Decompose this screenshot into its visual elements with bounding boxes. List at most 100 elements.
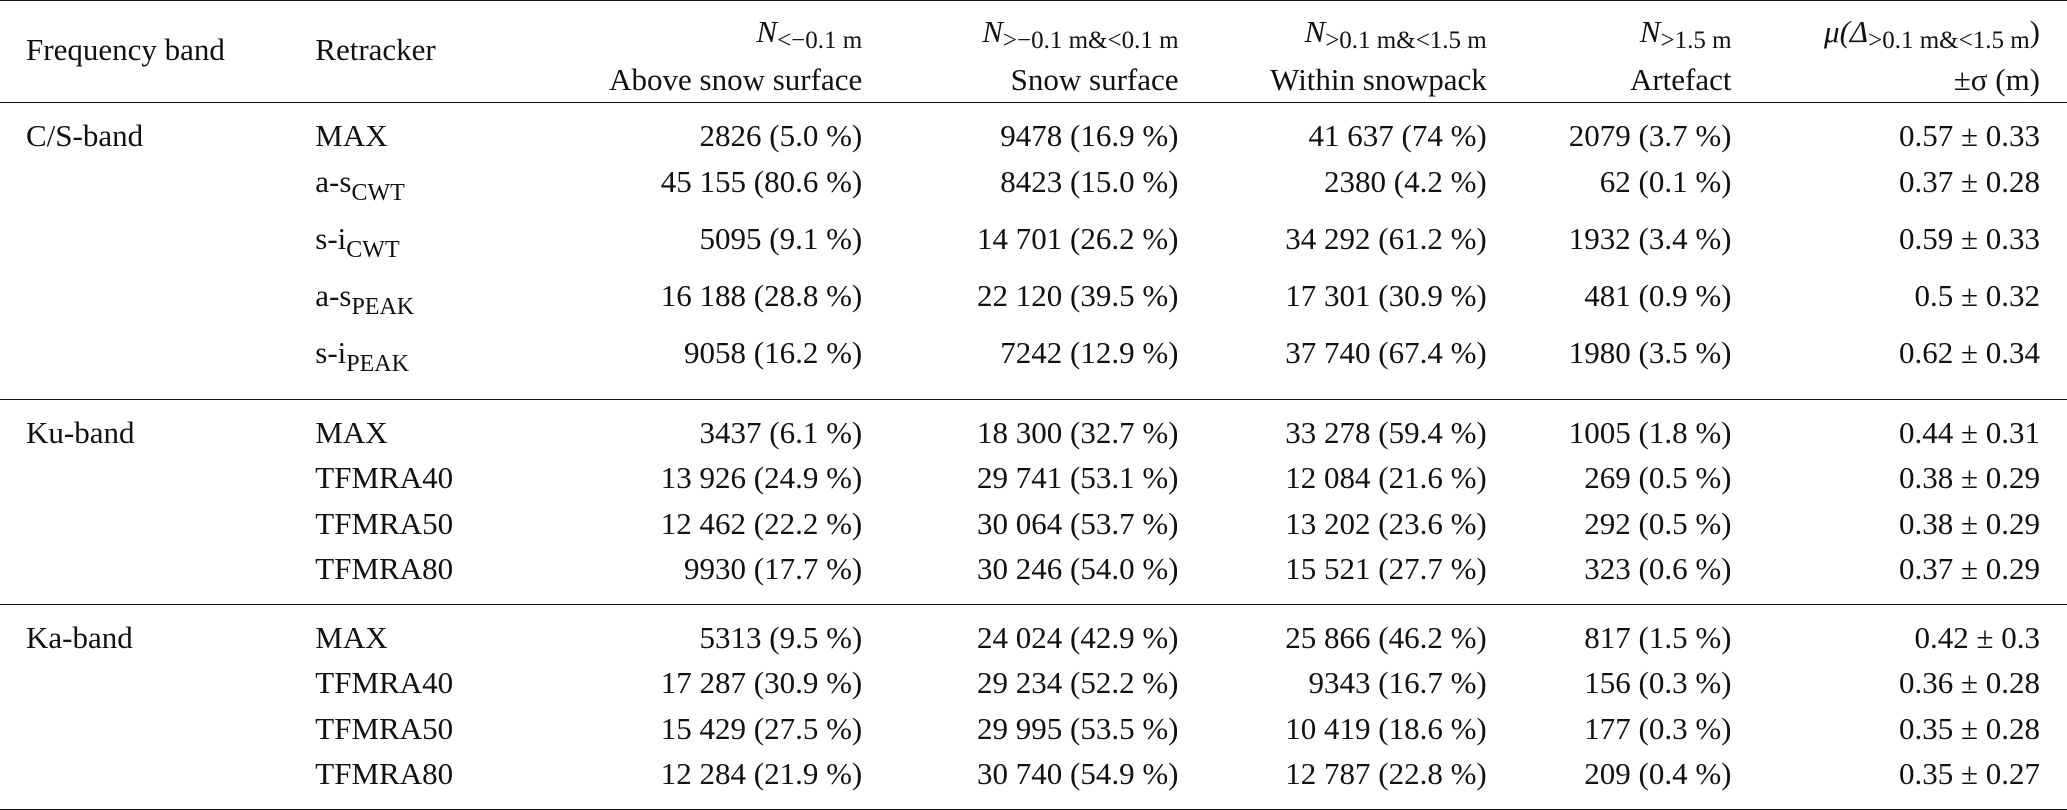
value-cell-c6: 1932 (3.4 %) <box>1568 220 1732 256</box>
value-cell-c3: 17 287 (30.9 %) <box>660 665 863 700</box>
value-cell-c4: 29 995 (53.5 %) <box>977 710 1179 746</box>
header-within-snowpack-math: N>0.1 m&<1.5 m <box>1179 9 1487 63</box>
value-cell-c5: 13 202 (23.6 %) <box>1285 505 1487 541</box>
value-cell-c5: 25 866 (46.2 %) <box>1285 619 1487 655</box>
value-cell-c6: 481 (0.9 %) <box>1584 277 1732 313</box>
value-cell-c7: 0.35 ± 0.28 <box>1898 710 2040 746</box>
value-cell-c5: 33 278 (59.4 %) <box>1285 414 1487 450</box>
value-cell-c4: 7242 (12.9 %) <box>1000 334 1179 370</box>
header-frequency-band: Frequency band <box>26 32 225 67</box>
retracker-name: a-s <box>315 277 352 313</box>
value-cell-c7: 0.57 ± 0.33 <box>1898 118 2040 153</box>
retracker-name: TFMRA40 <box>315 460 454 495</box>
table-row: s-iPEAK 9058 (16.2 %) 7242 (12.9 %) 37 740 … <box>0 330 2067 400</box>
value-cell-c6: 1980 (3.5 %) <box>1568 334 1732 370</box>
header-mean-delta-label: ±σ (m) <box>1953 62 2040 97</box>
header-artefact-label: Artefact <box>1629 62 1732 97</box>
retracker-cell: MAX <box>315 399 530 455</box>
value-cell-c6: 817 (1.5 %) <box>1584 619 1732 655</box>
value-cell-c4: 30 246 (54.0 %) <box>977 551 1179 586</box>
retracker-name: MAX <box>315 414 388 450</box>
table-row: TFMRA80 9930 (17.7 %) 30 246 (54.0 %) 15 52… <box>0 546 2067 604</box>
retracker-name: MAX <box>315 118 388 153</box>
value-cell-c3: 9930 (17.7 %) <box>684 551 863 586</box>
table-row: C/S-band MAX 2826 (5.0 %) 9478 (16.9 %) 41 6… <box>0 102 2067 159</box>
frequency-band-cell <box>0 501 315 547</box>
header-within-snowpack-label: Within snowpack <box>1270 62 1487 97</box>
value-cell-c5: 15 521 (27.7 %) <box>1285 551 1487 586</box>
n-symbol: N <box>756 14 778 49</box>
retracker-subscript: PEAK <box>346 350 409 377</box>
header-mean-delta-math: μ(Δ>0.1 m&<1.5 m) <box>1732 9 2040 63</box>
value-cell-c6: 292 (0.5 %) <box>1584 505 1732 541</box>
table-row: s-iCWT 5095 (9.1 %) 14 701 (26.2 %) 34 292 … <box>0 216 2067 273</box>
value-cell-c4: 14 701 (26.2 %) <box>977 220 1179 256</box>
header-row: Frequency band Retracker N<−0.1 m Above … <box>0 0 2067 103</box>
retracker-cell: s-iCWT <box>315 216 530 273</box>
frequency-band-cell <box>0 330 315 400</box>
table-header: Frequency band Retracker N<−0.1 m Above … <box>0 0 2067 103</box>
retracker-cell: TFMRA50 <box>315 706 530 752</box>
retracker-name: TFMRA40 <box>315 665 454 700</box>
frequency-band-cell <box>0 706 315 752</box>
value-cell-c6: 269 (0.5 %) <box>1584 460 1732 495</box>
value-cell-c7: 0.5 ± 0.32 <box>1914 277 2040 313</box>
value-cell-c6: 1005 (1.8 %) <box>1568 414 1732 450</box>
retracker-cell: TFMRA80 <box>315 751 530 809</box>
value-cell-c4: 8423 (15.0 %) <box>1000 163 1179 199</box>
retracker-cell: TFMRA40 <box>315 455 530 501</box>
table-row: Ka-band MAX 5313 (9.5 %) 24 024 (42.9 %) 25 … <box>0 604 2067 660</box>
n-symbol: N <box>1639 14 1661 49</box>
value-cell-c5: 17 301 (30.9 %) <box>1285 277 1487 313</box>
header-retracker: Retracker <box>315 32 436 67</box>
retracker-name: s-i <box>315 334 347 370</box>
header-artefact: N>1.5 m Artefact <box>1487 1 1732 103</box>
value-cell-c4: 29 741 (53.1 %) <box>977 460 1179 495</box>
frequency-band-cell <box>0 455 315 501</box>
header-snow-surface: N>−0.1 m&<0.1 m Snow surface <box>862 1 1178 103</box>
value-cell-c3: 12 284 (21.9 %) <box>660 756 863 791</box>
value-cell-c4: 18 300 (32.7 %) <box>977 414 1179 450</box>
retracker-name: TFMRA80 <box>315 756 454 791</box>
retracker-cell: TFMRA50 <box>315 501 530 547</box>
value-cell-c4: 30 740 (54.9 %) <box>977 756 1179 791</box>
table-body: C/S-band MAX 2826 (5.0 %) 9478 (16.9 %) 41 6… <box>0 102 2067 809</box>
retracker-cell: TFMRA40 <box>315 660 530 706</box>
value-cell-c7: 0.38 ± 0.29 <box>1898 460 2040 495</box>
header-mean-delta: μ(Δ>0.1 m&<1.5 m) ±σ (m) <box>1732 1 2067 103</box>
value-cell-c7: 0.37 ± 0.28 <box>1898 163 2040 199</box>
retracker-name: MAX <box>315 619 388 655</box>
value-cell-c7: 0.44 ± 0.31 <box>1898 414 2040 450</box>
value-cell-c7: 0.59 ± 0.33 <box>1898 220 2040 256</box>
value-cell-c3: 5313 (9.5 %) <box>699 619 863 655</box>
header-above-snow-surface-label: Above snow surface <box>609 62 863 97</box>
value-cell-c3: 45 155 (80.6 %) <box>660 163 863 199</box>
value-cell-c4: 9478 (16.9 %) <box>1000 118 1179 153</box>
retracker-name: TFMRA50 <box>315 710 454 746</box>
value-cell-c5: 41 637 (74 %) <box>1308 118 1487 153</box>
header-snow-surface-math: N>−0.1 m&<0.1 m <box>862 9 1178 63</box>
value-cell-c6: 2079 (3.7 %) <box>1568 118 1732 153</box>
value-cell-c7: 0.62 ± 0.34 <box>1898 334 2040 370</box>
frequency-band-cell: Ka-band <box>26 619 133 655</box>
value-cell-c5: 10 419 (18.6 %) <box>1285 710 1487 746</box>
value-cell-c6: 62 (0.1 %) <box>1599 163 1732 199</box>
retracker-cell: MAX <box>315 103 530 159</box>
value-cell-c6: 323 (0.6 %) <box>1584 551 1732 586</box>
header-snow-surface-label: Snow surface <box>1010 62 1179 97</box>
frequency-band-cell <box>0 546 315 604</box>
retracker-name: TFMRA80 <box>315 551 454 586</box>
n-symbol: N <box>982 14 1003 49</box>
retracker-name: s-i <box>315 220 347 256</box>
header-within-snowpack: N>0.1 m&<1.5 m Within snowpack <box>1179 1 1487 103</box>
value-cell-c4: 29 234 (52.2 %) <box>977 665 1179 700</box>
retracker-cell: a-sCWT <box>315 159 530 216</box>
n-subscript: >0.1 m&<1.5 m <box>1325 27 1487 54</box>
table-row: TFMRA50 15 429 (27.5 %) 29 995 (53.5 %) 10 … <box>0 706 2067 752</box>
frequency-band-cell <box>0 216 315 273</box>
value-cell-c7: 0.37 ± 0.29 <box>1898 551 2040 586</box>
table-row: a-sPEAK 16 188 (28.8 %) 22 120 (39.5 %) 17 … <box>0 273 2067 330</box>
table-row: a-sCWT 45 155 (80.6 %) 8423 (15.0 %) 2380 (… <box>0 159 2067 216</box>
value-cell-c7: 0.36 ± 0.28 <box>1898 665 2040 700</box>
